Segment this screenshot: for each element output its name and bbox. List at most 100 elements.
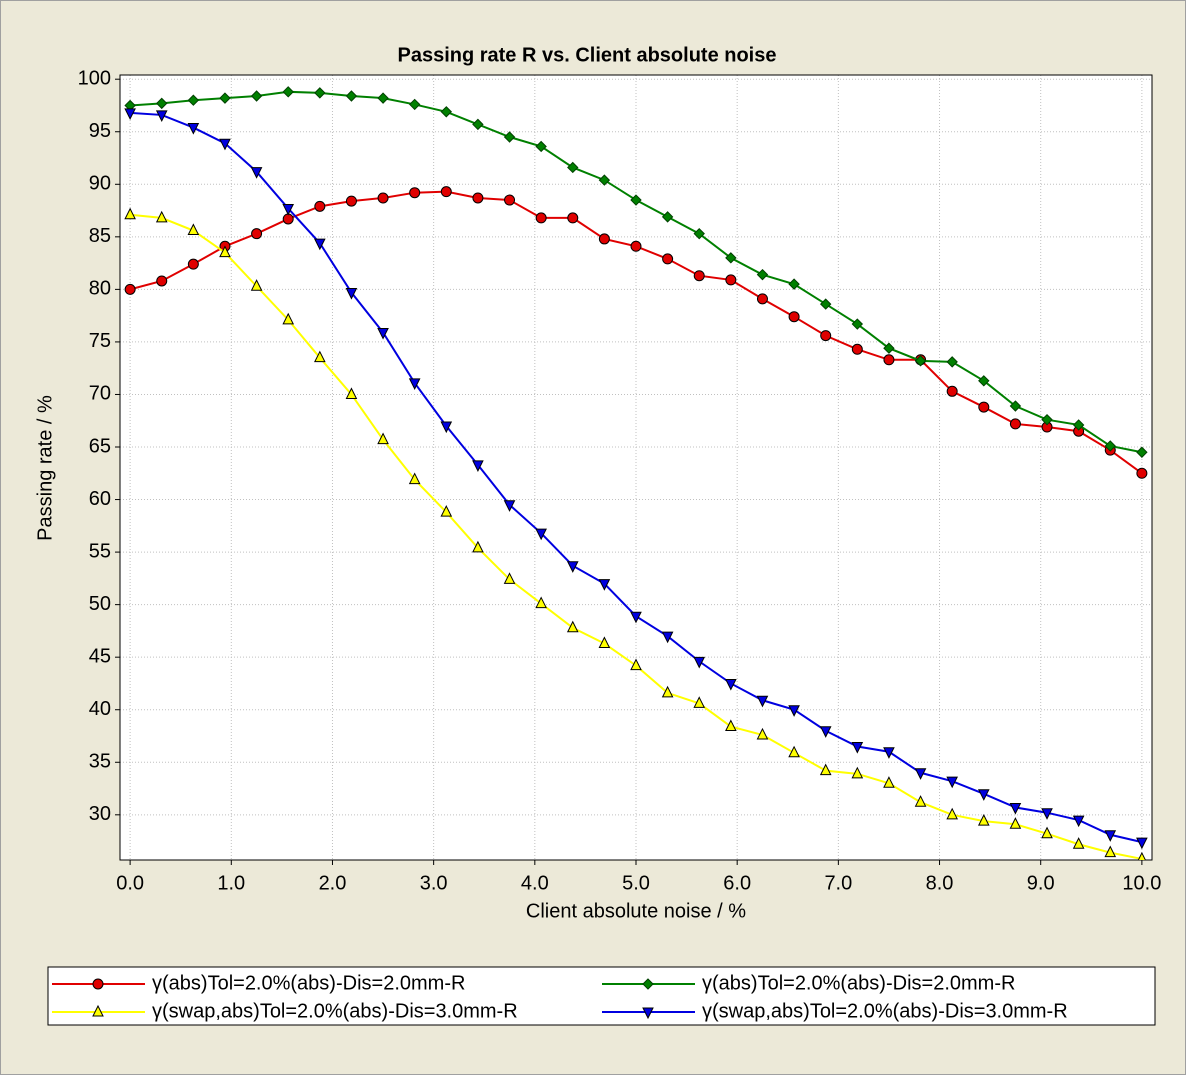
marker bbox=[914, 768, 927, 780]
y-tick-label: 90 bbox=[89, 173, 111, 195]
marker bbox=[851, 318, 864, 330]
x-tick-label: 8.0 bbox=[926, 872, 954, 894]
marker bbox=[535, 140, 547, 153]
marker bbox=[566, 561, 579, 573]
marker bbox=[1041, 808, 1053, 820]
marker bbox=[1104, 440, 1116, 452]
legend-box bbox=[47, 966, 1156, 1026]
marker bbox=[377, 92, 389, 104]
marker bbox=[851, 742, 864, 754]
marker bbox=[187, 258, 199, 270]
marker bbox=[472, 192, 484, 204]
plot-frame bbox=[119, 74, 1153, 861]
marker bbox=[661, 685, 674, 698]
marker bbox=[250, 279, 263, 291]
marker bbox=[345, 387, 358, 399]
marker bbox=[661, 211, 674, 223]
marker bbox=[914, 355, 927, 367]
x-tick-label: 7.0 bbox=[824, 872, 852, 894]
marker bbox=[282, 203, 295, 216]
marker bbox=[661, 631, 674, 644]
marker bbox=[977, 813, 990, 826]
y-tick-label: 55 bbox=[89, 540, 111, 562]
y-axis-label: Passing rate / % bbox=[34, 395, 56, 541]
marker bbox=[251, 228, 263, 240]
marker bbox=[725, 678, 737, 691]
legend-label: γ(swap,abs)Tol=2.0%(abs)-Dis=3.0mm-R bbox=[152, 1000, 518, 1022]
marker bbox=[725, 719, 737, 732]
marker bbox=[314, 238, 326, 251]
marker bbox=[978, 401, 990, 413]
marker bbox=[155, 210, 168, 223]
marker bbox=[598, 174, 611, 186]
series bbox=[124, 86, 1148, 458]
marker bbox=[472, 460, 484, 472]
marker bbox=[472, 118, 484, 131]
marker bbox=[440, 505, 453, 517]
x-tick-label: 1.0 bbox=[217, 872, 245, 894]
marker bbox=[725, 252, 737, 264]
marker bbox=[946, 807, 958, 820]
marker bbox=[1009, 817, 1022, 829]
y-tick-label: 50 bbox=[89, 593, 111, 615]
y-tick-label: 65 bbox=[89, 435, 111, 457]
marker bbox=[409, 187, 421, 199]
marker bbox=[345, 90, 358, 102]
marker bbox=[1104, 830, 1117, 842]
marker bbox=[662, 253, 674, 265]
marker bbox=[630, 240, 642, 252]
marker bbox=[282, 86, 294, 98]
y-tick-label: 70 bbox=[89, 383, 111, 405]
marker bbox=[92, 978, 104, 990]
marker bbox=[914, 795, 927, 807]
marker bbox=[282, 312, 295, 325]
marker bbox=[377, 192, 389, 204]
marker bbox=[978, 375, 990, 387]
marker bbox=[598, 579, 611, 591]
marker bbox=[819, 298, 832, 310]
y-tick-label: 85 bbox=[89, 225, 111, 247]
marker bbox=[1136, 467, 1148, 479]
series bbox=[124, 108, 1148, 850]
x-tick-label: 3.0 bbox=[420, 872, 448, 894]
x-tick-label: 0.0 bbox=[116, 872, 144, 894]
x-tick-label: 5.0 bbox=[622, 872, 650, 894]
marker bbox=[535, 596, 547, 609]
marker bbox=[946, 385, 958, 397]
marker bbox=[250, 90, 263, 102]
marker bbox=[756, 268, 769, 281]
marker bbox=[535, 212, 547, 224]
x-tick-label: 2.0 bbox=[319, 872, 347, 894]
marker bbox=[314, 200, 326, 212]
marker bbox=[440, 186, 452, 198]
marker bbox=[1072, 419, 1085, 431]
marker bbox=[598, 233, 610, 245]
marker bbox=[156, 97, 168, 110]
marker bbox=[124, 283, 136, 295]
marker bbox=[1009, 802, 1022, 815]
marker bbox=[946, 776, 958, 789]
marker bbox=[187, 123, 200, 135]
marker bbox=[756, 695, 769, 708]
marker bbox=[642, 978, 654, 990]
marker bbox=[756, 727, 769, 740]
y-tick-label: 60 bbox=[89, 488, 111, 510]
y-tick-label: 95 bbox=[89, 120, 111, 142]
marker bbox=[504, 194, 516, 206]
legend-label: γ(abs)Tol=2.0%(abs)-Dis=2.0mm-R bbox=[152, 972, 465, 994]
marker bbox=[408, 378, 421, 391]
marker bbox=[1072, 815, 1085, 828]
marker bbox=[1041, 826, 1053, 839]
y-tick-label: 35 bbox=[89, 751, 111, 773]
marker bbox=[977, 789, 990, 801]
marker bbox=[693, 227, 705, 240]
marker bbox=[642, 1007, 654, 1020]
marker bbox=[314, 87, 326, 99]
marker bbox=[124, 207, 136, 220]
marker bbox=[630, 194, 642, 206]
marker bbox=[788, 278, 800, 290]
marker bbox=[503, 500, 516, 512]
marker bbox=[92, 1004, 104, 1017]
marker bbox=[756, 293, 768, 305]
